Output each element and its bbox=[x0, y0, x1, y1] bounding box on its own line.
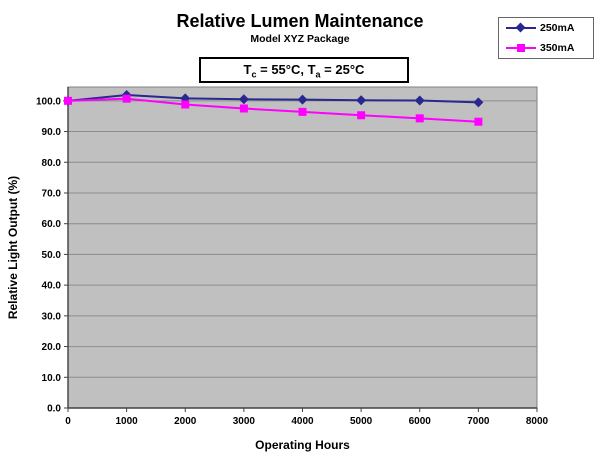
legend-item-250ma: 250mA bbox=[506, 19, 593, 37]
annotation-subscript-a: a bbox=[315, 69, 321, 80]
x-tick-label: 8000 bbox=[526, 416, 549, 427]
y-tick-label: 0.0 bbox=[47, 404, 61, 415]
legend-item-350ma: 350mA bbox=[506, 39, 593, 57]
x-tick-label: 1000 bbox=[116, 416, 139, 427]
square-marker-icon bbox=[64, 96, 72, 105]
temperature-annotation-box: Tc = 55°C, Ta = 25°C bbox=[199, 57, 409, 83]
diamond-marker-icon bbox=[356, 95, 367, 106]
square-marker-icon bbox=[239, 104, 248, 113]
x-tick-label: 4000 bbox=[291, 416, 314, 427]
square-marker-icon bbox=[181, 100, 190, 109]
annotation-text: = 25°C bbox=[320, 62, 365, 77]
y-tick-label: 70.0 bbox=[42, 188, 62, 199]
diamond-marker-icon bbox=[238, 94, 249, 105]
x-tick-label: 7000 bbox=[467, 416, 490, 427]
y-tick-label: 60.0 bbox=[42, 219, 62, 230]
legend-line-sample bbox=[506, 43, 536, 52]
square-marker-icon bbox=[122, 94, 131, 103]
y-tick-label: 90.0 bbox=[42, 127, 62, 138]
diamond-marker-icon bbox=[414, 95, 425, 106]
series-line-250mA bbox=[67, 93, 479, 104]
chart-title: Relative Lumen Maintenance bbox=[176, 11, 424, 31]
legend-label: 250mA bbox=[540, 22, 575, 35]
square-marker-icon bbox=[415, 114, 424, 123]
legend-label: 350mA bbox=[540, 41, 575, 54]
y-tick-label: 20.0 bbox=[42, 342, 62, 353]
x-tick-label: 2000 bbox=[174, 416, 197, 427]
square-marker-icon bbox=[517, 43, 525, 52]
chart-subtitle: Model XYZ Package bbox=[250, 33, 350, 45]
square-marker-icon bbox=[298, 107, 307, 116]
x-tick-label: 6000 bbox=[409, 416, 432, 427]
y-tick-label: 30.0 bbox=[42, 311, 62, 322]
diamond-marker-icon bbox=[473, 97, 484, 108]
x-tick-label: 0 bbox=[65, 416, 71, 427]
plot-background bbox=[67, 86, 538, 409]
x-tick-label: 3000 bbox=[233, 416, 256, 427]
y-tick-label: 100.0 bbox=[36, 96, 61, 107]
legend-line-sample bbox=[506, 22, 536, 33]
y-tick-label: 50.0 bbox=[42, 250, 62, 261]
annotation-subscript-c: c bbox=[251, 69, 257, 80]
y-tick-label: 40.0 bbox=[42, 281, 62, 292]
diamond-marker-icon bbox=[297, 94, 308, 105]
x-tick-label: 5000 bbox=[350, 416, 373, 427]
square-marker-icon bbox=[474, 117, 483, 126]
annotation-text: T bbox=[243, 62, 252, 77]
square-marker-icon bbox=[357, 111, 366, 120]
annotation-text: = 55°C, T bbox=[256, 62, 316, 77]
y-tick-label: 80.0 bbox=[42, 158, 62, 169]
y-axis-title: Relative Light Output (%) bbox=[6, 176, 20, 319]
x-axis-title: Operating Hours bbox=[255, 438, 350, 452]
legend: 250mA 350mA bbox=[498, 17, 594, 59]
y-tick-label: 10.0 bbox=[42, 373, 62, 384]
series-line-350mA bbox=[67, 97, 479, 123]
